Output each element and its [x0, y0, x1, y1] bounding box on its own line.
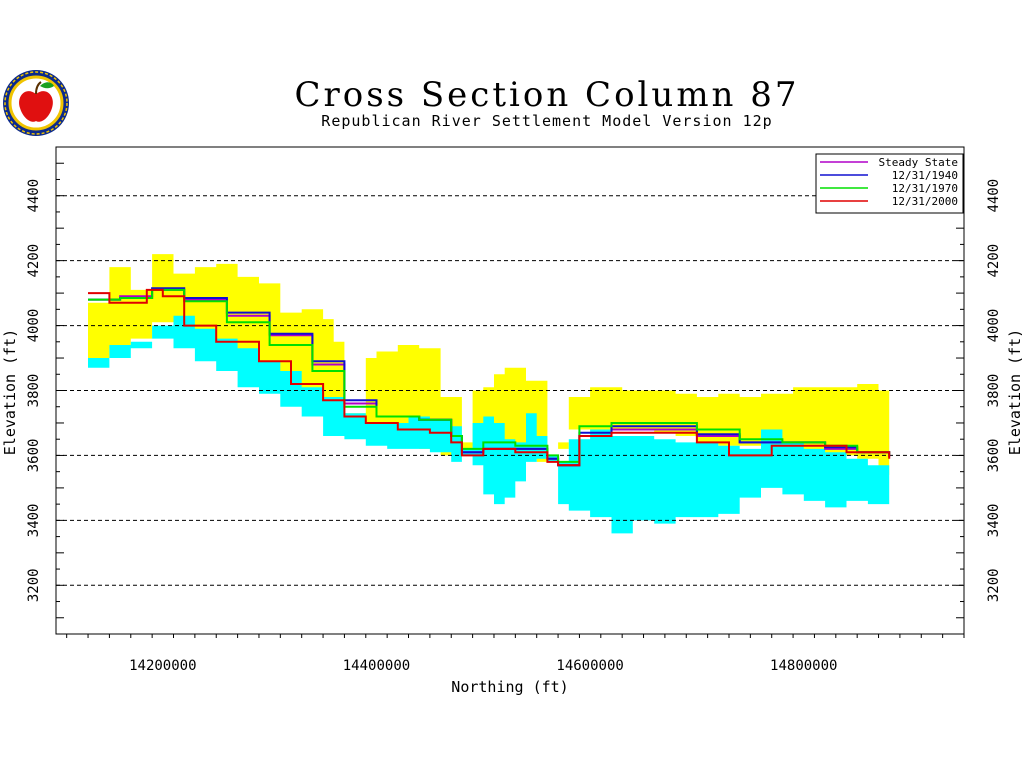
legend-label: Steady State: [879, 156, 958, 169]
axis-ticks: 14200000 14400000 14600000 14800000 3200 3200…: [26, 162, 1002, 674]
y-tick-label-right: 3400: [986, 504, 1002, 538]
series-line-2: [88, 288, 891, 463]
legend-label: 12/31/1940: [892, 169, 958, 182]
x-tick-label: 14200000: [129, 658, 196, 674]
band-lower-layer: [88, 315, 890, 534]
y-tick-label-left: 4000: [26, 309, 42, 343]
data-lines: [88, 287, 891, 467]
y-axis-label-left: Elevation (ft): [1, 329, 19, 455]
x-tick-label: 14400000: [343, 658, 410, 674]
y-tick-label-left: 3400: [26, 504, 42, 538]
legend-label: 12/31/1970: [892, 182, 958, 195]
y-tick-label-right: 3800: [986, 374, 1002, 408]
y-tick-label-left: 4400: [26, 179, 42, 213]
y-tick-label-left: 3800: [26, 374, 42, 408]
y-tick-label-right: 4400: [986, 179, 1002, 213]
y-tick-label-left: 3200: [26, 568, 42, 602]
x-tick-label: 14800000: [770, 658, 837, 674]
y-axis-label-right: Elevation (ft): [1006, 329, 1024, 455]
y-tick-label-right: 3200: [986, 568, 1002, 602]
logo-seal: [3, 70, 69, 136]
legend-box: [815, 153, 964, 214]
series-line-3: [88, 288, 891, 467]
band-upper-layer: [88, 254, 890, 475]
y-tick-label-right: 3600: [986, 439, 1002, 473]
x-tick-label: 14600000: [556, 658, 623, 674]
y-tick-label-right: 4000: [986, 309, 1002, 343]
x-axis-label: Northing (ft): [451, 678, 568, 696]
y-tick-label-left: 3600: [26, 439, 42, 473]
legend-label: 12/31/2000: [892, 195, 958, 208]
data-bands: [88, 254, 890, 534]
chart-title: Cross Section Column 87: [294, 75, 799, 115]
y-tick-label-right: 4200: [986, 244, 1002, 278]
gridlines: [56, 195, 964, 586]
chart-subtitle: Republican River Settlement Model Versio…: [321, 112, 772, 130]
legend: Steady State12/31/194012/31/197012/31/20…: [815, 153, 964, 214]
y-tick-label-left: 4200: [26, 244, 42, 278]
